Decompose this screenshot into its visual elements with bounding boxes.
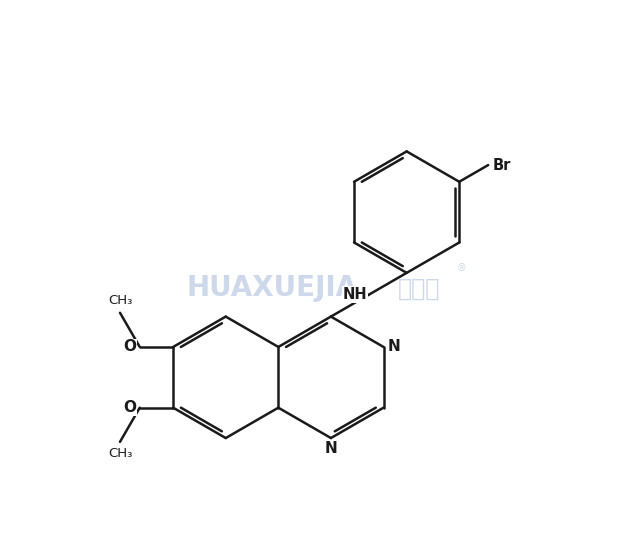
Text: CH₃: CH₃ <box>108 294 132 307</box>
Text: N: N <box>387 339 400 354</box>
Text: CH₃: CH₃ <box>108 447 132 460</box>
Text: O: O <box>123 400 137 415</box>
Text: O: O <box>123 339 137 354</box>
Text: Br: Br <box>492 157 511 172</box>
Text: N: N <box>325 441 337 455</box>
Text: HUAXUEJIA: HUAXUEJIA <box>187 274 358 302</box>
Text: ®: ® <box>457 263 467 273</box>
Text: 化学加: 化学加 <box>398 276 441 300</box>
Text: NH: NH <box>342 287 367 302</box>
